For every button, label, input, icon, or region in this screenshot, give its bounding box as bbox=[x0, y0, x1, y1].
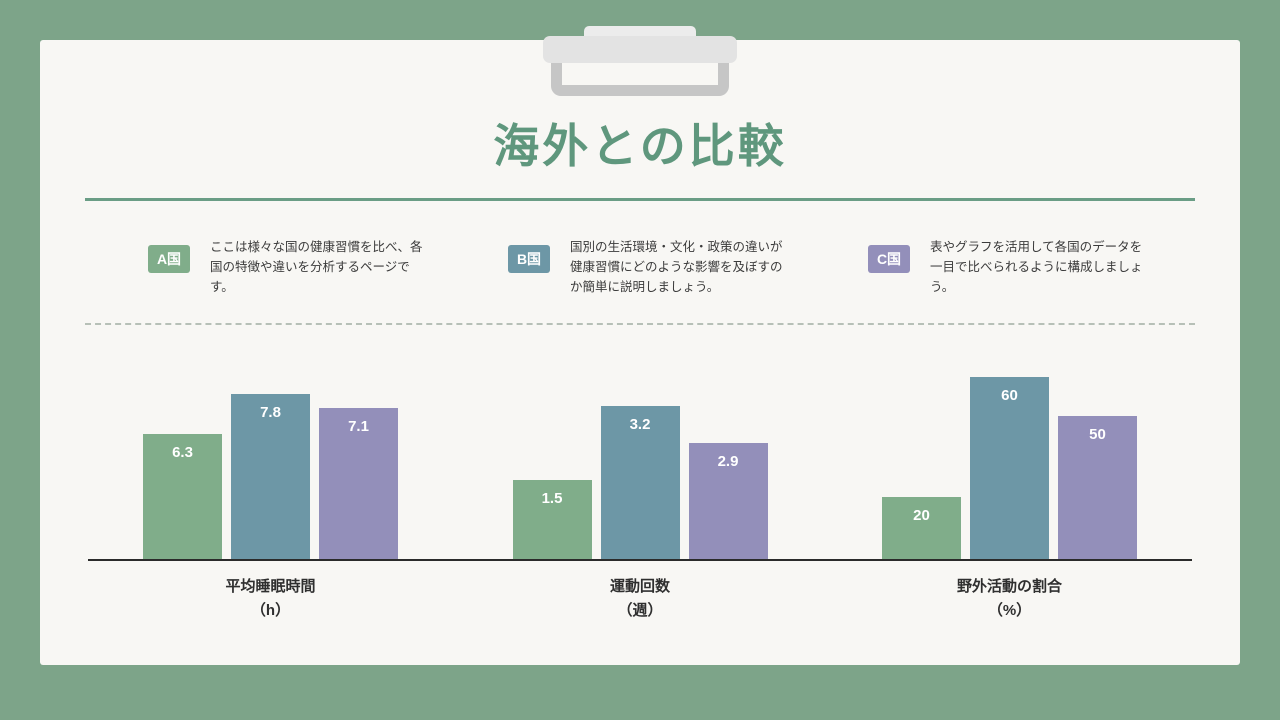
bar-value-label: 3.2 bbox=[629, 416, 651, 433]
category-labels: 平均睡眠時間 （h） 運動回数 （週） 野外活動の割合 （%） bbox=[40, 575, 1240, 623]
category-name: 平均睡眠時間 bbox=[225, 578, 316, 595]
legend-item-b: B国 国別の生活環境・文化・政策の違いが健康習慣にどのような影響を及ぼすのか簡単… bbox=[508, 237, 868, 297]
bar-group-exercise: 1.5 3.2 2.9 bbox=[512, 406, 768, 559]
legend-item-c: C国 表やグラフを活用して各国のデータを一目で比べられるように構成しましょう。 bbox=[868, 237, 1228, 297]
legend-item-a: A国 ここは様々な国の健康習慣を比べ、各国の特徴や違いを分析するページです。 bbox=[148, 237, 508, 297]
bar-value-label: 2.9 bbox=[717, 453, 739, 470]
category-unit: （週） bbox=[617, 602, 663, 619]
bar-chart: 6.3 7.8 7.1 1.5 3.2 2.9 20 60 50 bbox=[40, 377, 1240, 559]
bar-C国-2: 50 bbox=[1058, 416, 1137, 559]
category-name: 運動回数 bbox=[609, 578, 670, 595]
legend-description-c: 表やグラフを活用して各国のデータを一目で比べられるように構成しましょう。 bbox=[930, 240, 1143, 294]
bar-value-label: 7.8 bbox=[260, 404, 281, 421]
category-label-sleep: 平均睡眠時間 （h） bbox=[143, 575, 398, 623]
bar-value-label: 50 bbox=[1089, 426, 1106, 443]
bar-value-label: 7.1 bbox=[348, 418, 369, 435]
bar-A国-0: 6.3 bbox=[143, 434, 222, 559]
legend-description-a: ここは様々な国の健康習慣を比べ、各国の特徴や違いを分析するページです。 bbox=[210, 240, 423, 294]
bar-B国-0: 7.8 bbox=[231, 394, 310, 559]
bar-B国-2: 60 bbox=[970, 377, 1049, 559]
category-label-outdoor: 野外活動の割合 （%） bbox=[882, 575, 1137, 623]
page-title: 海外との比較 bbox=[493, 120, 787, 172]
category-label-exercise: 運動回数 （週） bbox=[513, 575, 768, 623]
legend-badge-a: A国 bbox=[148, 245, 190, 273]
bar-C国-0: 7.1 bbox=[319, 408, 398, 559]
slide-card: 海外との比較 A国 ここは様々な国の健康習慣を比べ、各国の特徴や違いを分析するペ… bbox=[40, 40, 1240, 665]
legend-description-b: 国別の生活環境・文化・政策の違いが健康習慣にどのような影響を及ぼすのか簡単に説明… bbox=[570, 240, 783, 294]
bar-A国-2: 20 bbox=[882, 497, 961, 559]
legend: A国 ここは様々な国の健康習慣を比べ、各国の特徴や違いを分析するページです。 B… bbox=[148, 237, 1240, 297]
bar-group-outdoor: 20 60 50 bbox=[882, 377, 1137, 559]
bar-A国-1: 1.5 bbox=[512, 480, 592, 559]
bar-value-label: 6.3 bbox=[172, 444, 193, 461]
category-unit: （h） bbox=[250, 602, 291, 619]
title-underline bbox=[85, 198, 1195, 201]
x-axis bbox=[88, 559, 1192, 561]
category-unit: （%） bbox=[987, 602, 1032, 619]
bar-value-label: 1.5 bbox=[541, 490, 563, 507]
bar-group-sleep: 6.3 7.8 7.1 bbox=[143, 394, 398, 559]
section-divider-dashed bbox=[85, 323, 1195, 325]
category-name: 野外活動の割合 bbox=[956, 578, 1062, 595]
bar-B国-1: 3.2 bbox=[600, 406, 680, 559]
bar-value-label: 20 bbox=[913, 507, 930, 524]
bar-C国-1: 2.9 bbox=[688, 443, 768, 559]
bar-value-label: 60 bbox=[1001, 387, 1018, 404]
legend-badge-c: C国 bbox=[868, 245, 910, 273]
legend-badge-b: B国 bbox=[508, 245, 550, 273]
clipboard-clip-bar bbox=[543, 36, 737, 63]
